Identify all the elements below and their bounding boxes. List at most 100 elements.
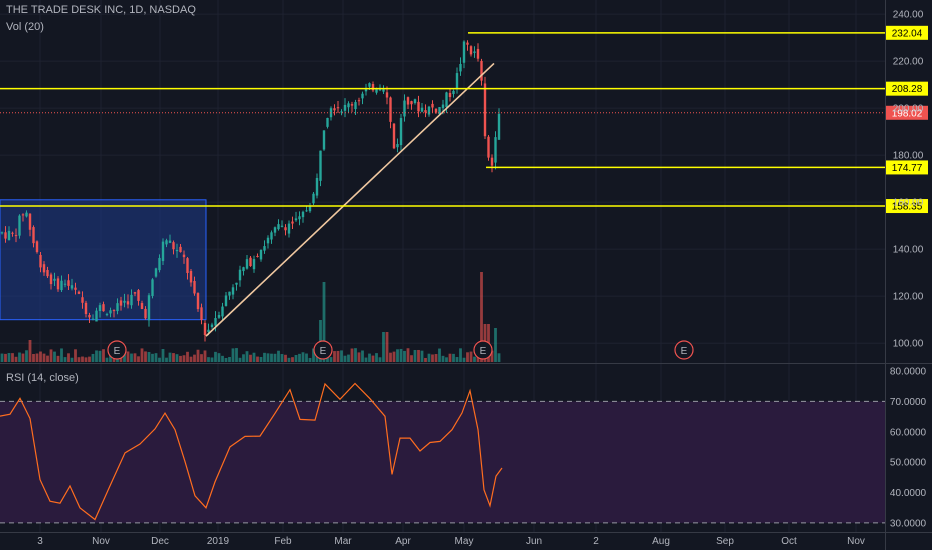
price-tick-label: 160.00 (893, 198, 924, 209)
volume-bar (193, 354, 196, 362)
volume-bar (46, 355, 49, 362)
candle-body (483, 83, 487, 137)
volume-bar (186, 351, 189, 362)
candle-body (490, 157, 494, 166)
candle-body (263, 246, 266, 251)
candle-body (375, 88, 378, 93)
earnings-marker-icon (473, 340, 493, 360)
volume-label: Vol (20) (6, 21, 44, 33)
candle-body (343, 104, 347, 111)
volume-bar (252, 352, 256, 362)
candle-body (112, 310, 116, 312)
volume-bar (221, 355, 224, 362)
level-label-box (886, 25, 928, 40)
volume-bar (308, 357, 312, 362)
volume-bar (217, 353, 221, 362)
candle-body (270, 232, 273, 240)
rsi-tick-label: 50.0000 (890, 458, 927, 469)
earnings-marker-icon (107, 340, 127, 360)
candle-body (382, 89, 385, 92)
volume-bar (235, 348, 238, 362)
candle-body (42, 264, 46, 273)
volume-bar (56, 355, 60, 362)
volume-bar (301, 352, 305, 362)
candle-body (49, 274, 53, 285)
volume-bar (434, 354, 438, 362)
candle-body (224, 295, 228, 306)
volume-bar (445, 357, 448, 362)
volume-bar (32, 353, 35, 362)
candle-body (200, 307, 203, 321)
candle-body (249, 257, 252, 267)
candle-body (347, 103, 350, 108)
candle-body (119, 300, 123, 306)
candle-body (403, 100, 406, 117)
candle-body (182, 254, 186, 258)
candle-body (371, 84, 375, 91)
candle-body (235, 282, 238, 285)
candle-body (315, 177, 319, 196)
level-label-box (886, 81, 928, 96)
candle-body (207, 329, 210, 333)
candle-body (231, 287, 235, 295)
rsi-background-band (0, 401, 885, 523)
volume-bar (427, 353, 431, 362)
candle-body (473, 51, 476, 53)
candle-body (396, 144, 399, 148)
candle-body (368, 83, 371, 87)
candle-body (378, 89, 382, 91)
volume-bar (448, 353, 452, 362)
price-tick-label: 240.00 (893, 10, 924, 21)
volume-bar (497, 353, 501, 362)
candle-body (60, 280, 63, 291)
volume-bar (63, 357, 67, 362)
candle-body (294, 218, 298, 221)
candle-body (322, 130, 326, 150)
candle-body (147, 295, 151, 321)
volume-bar (298, 353, 301, 362)
volume-bar (102, 349, 105, 362)
candle-body (196, 293, 200, 310)
volume-bar (312, 348, 315, 362)
volume-bar (410, 355, 413, 362)
rsi-tick-label: 30.0000 (890, 518, 927, 529)
volume-bar (53, 351, 56, 362)
candle-body (417, 101, 420, 112)
volume-bar (42, 353, 46, 362)
volume-bar (130, 353, 133, 362)
volume-bar (294, 354, 298, 362)
volume-bar (0, 353, 4, 362)
candle-body (336, 107, 340, 109)
time-tick-label: Nov (92, 536, 110, 547)
volume-bar (91, 353, 95, 362)
volume-bar (403, 350, 406, 362)
volume-bar (340, 350, 343, 362)
volume-bar (249, 354, 252, 362)
level-label-resistance-mid: 208.28 (892, 84, 923, 95)
volume-bar (203, 350, 207, 362)
volume-bar (77, 357, 81, 362)
volume-bar (165, 357, 168, 362)
earnings-marker-label: E (320, 346, 327, 357)
time-tick-label: Aug (652, 536, 670, 547)
candle-body (494, 137, 497, 163)
candle-body (179, 246, 182, 253)
candle-body (193, 280, 196, 294)
level-label-support-low: 174.77 (892, 163, 923, 174)
volume-bar (406, 348, 410, 362)
candle-body (217, 315, 221, 318)
candle-body (130, 294, 133, 306)
candle-body (25, 212, 28, 217)
candle-body (91, 318, 95, 320)
volume-bar (361, 350, 364, 362)
price-levels: 232.04 208.28 174.77 158.35 198.02 (0, 25, 928, 214)
candle-body (56, 278, 60, 290)
candle-body (487, 136, 490, 158)
candle-body (420, 107, 424, 112)
candles (0, 40, 501, 342)
volume-bar (420, 350, 424, 362)
volume-bar (347, 354, 350, 362)
volume-bar (11, 353, 14, 362)
